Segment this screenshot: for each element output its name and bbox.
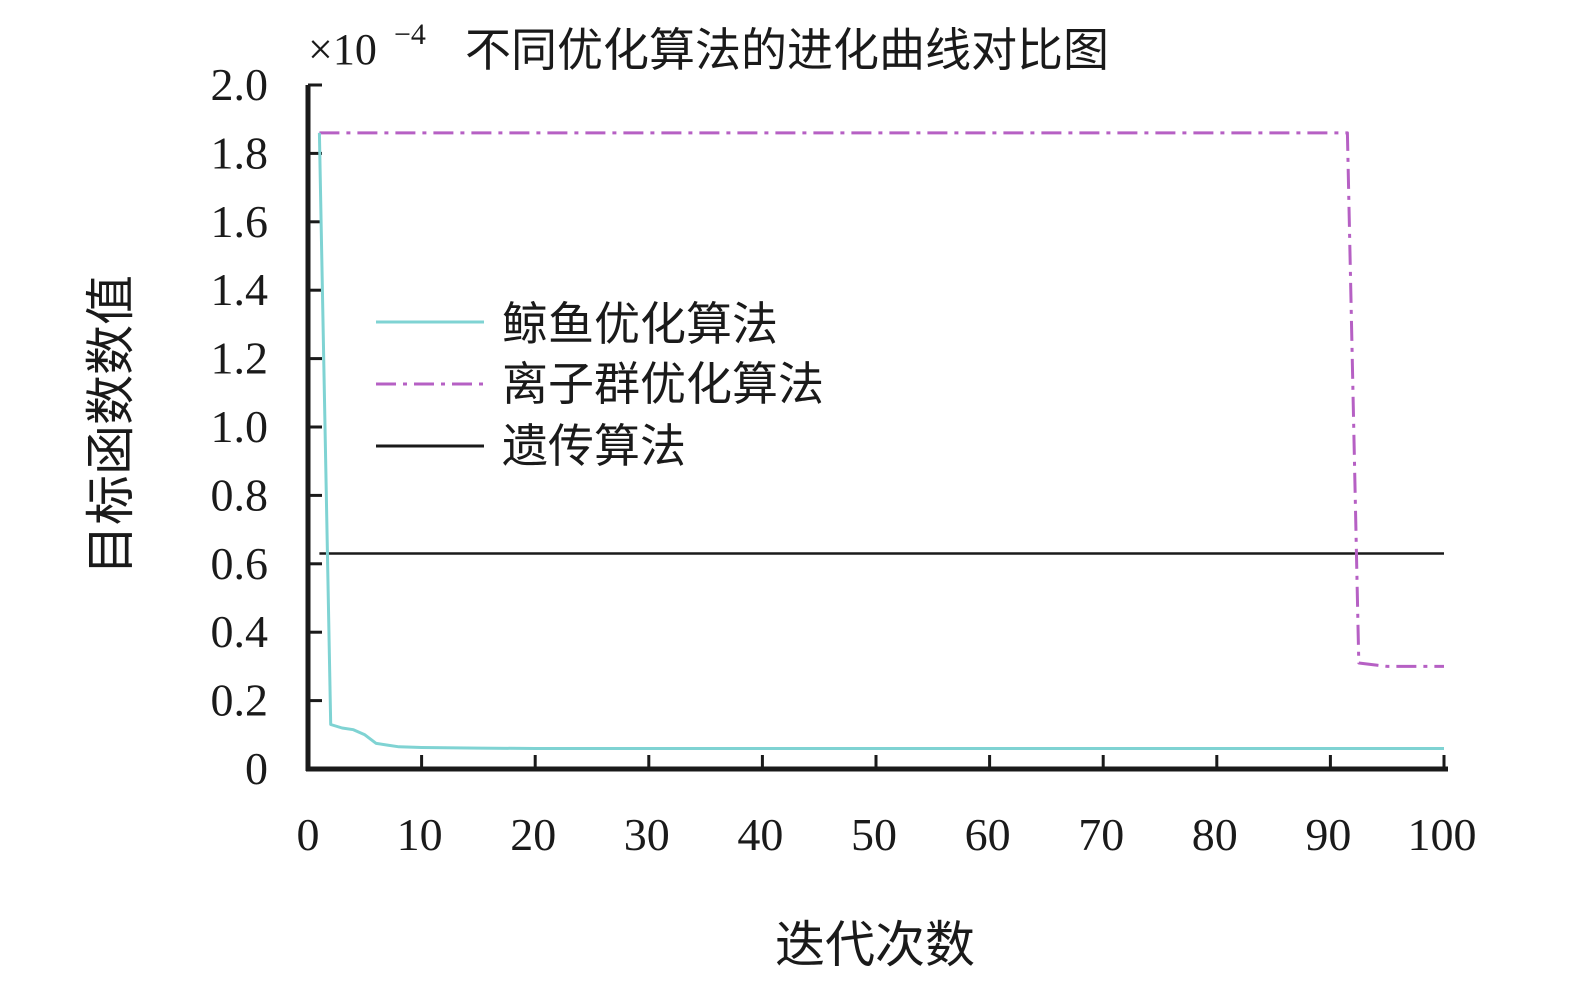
y-axis-title: 目标函数数值 — [82, 275, 140, 575]
x-tick-label: 20 — [510, 809, 556, 860]
series-line-whale — [317, 132, 1444, 750]
y-tick-label: 0.4 — [211, 606, 269, 657]
y-tick-label: 1.2 — [211, 333, 269, 384]
legend-label-whale: 鲸鱼优化算法 — [502, 297, 778, 351]
x-tick-label: 90 — [1305, 809, 1351, 860]
legend-label-ga: 遗传算法 — [502, 419, 686, 473]
x-tick-label: 0 — [297, 809, 320, 860]
x-tick-label: 60 — [965, 809, 1011, 860]
x-tick-label: 50 — [851, 809, 897, 860]
y-tick-label: 1.6 — [211, 196, 269, 247]
y-tick-label: 1.8 — [211, 127, 269, 178]
legend-label-pso: 离子群优化算法 — [502, 357, 824, 411]
x-axis-title: 迭代次数 — [775, 916, 975, 974]
scale-factor-exponent: −4 — [394, 18, 426, 51]
y-tick-label: 0 — [245, 743, 268, 794]
x-axis-ticks: 0 10 20 30 40 50 60 70 80 90 100 — [297, 755, 1477, 860]
x-tick-label: 40 — [737, 809, 783, 860]
x-tick-label: 100 — [1408, 809, 1477, 860]
legend: 鲸鱼优化算法 离子群优化算法 遗传算法 — [376, 297, 824, 473]
series-layer — [317, 131, 1444, 750]
y-tick-label: 1.0 — [211, 401, 269, 452]
y-tick-label: 0.6 — [211, 538, 269, 589]
x-tick-label: 70 — [1078, 809, 1124, 860]
y-tick-label: 0.2 — [211, 675, 269, 726]
x-tick-label: 80 — [1192, 809, 1238, 860]
y-tick-label: 0.8 — [211, 469, 269, 520]
y-tick-label: 2.0 — [211, 59, 269, 110]
series-line-pso — [319, 131, 1444, 668]
scale-factor-base: ×10 — [308, 25, 377, 74]
x-tick-label: 30 — [624, 809, 670, 860]
chart-title: 不同优化算法的进化曲线对比图 — [465, 23, 1109, 77]
x-tick-label: 10 — [397, 809, 443, 860]
y-axis-ticks: 0 0.2 0.4 0.6 0.8 1.0 1.2 1.4 1.6 1.8 2.0 — [211, 59, 322, 794]
y-tick-label: 1.4 — [211, 264, 269, 315]
